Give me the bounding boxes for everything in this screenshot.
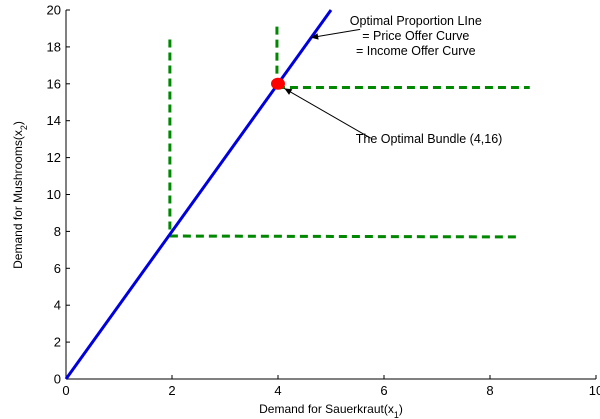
axis-titles: Demand for Sauerkraut(x1) Demand for Mus…	[11, 121, 403, 419]
series	[64, 9, 333, 380]
y-tick-label: 8	[54, 224, 61, 239]
y-tick-label: 16	[47, 76, 61, 91]
x-tick-label: 6	[380, 383, 387, 398]
x-tick-label: 10	[589, 383, 600, 398]
y-ticks: 0 2 4 6 8 10 12 14 16 18 20	[47, 3, 70, 387]
annotation-arrow-head	[284, 88, 293, 95]
y-tick-label: 18	[47, 39, 61, 54]
y-tick-label: 20	[47, 3, 61, 18]
y-tick-label: 4	[54, 298, 61, 313]
annotation-text: = Income Offer Curve	[356, 44, 476, 58]
y-tick-label: 10	[47, 187, 61, 202]
y-tick-label: 14	[47, 113, 61, 128]
y-axis-title: Demand for Mushrooms(x2)	[11, 121, 29, 269]
annotation-arrow-shaft	[284, 87, 371, 139]
annotation-arrow-shaft	[310, 28, 361, 39]
annotation-text: The Optimal Bundle (4,16)	[356, 132, 503, 146]
axes	[65, 10, 596, 380]
annotation-arrow-head	[310, 33, 319, 40]
y-tick-label: 12	[47, 150, 61, 165]
x-tick-label: 4	[274, 383, 281, 398]
x-axis-title: Demand for Sauerkraut(x1)	[259, 402, 403, 419]
points	[271, 77, 285, 90]
annotation-text: = Price Offer Curve	[362, 29, 469, 43]
y-tick-label: 0	[54, 372, 61, 387]
y-tick-label: 6	[54, 261, 61, 276]
x-tick-label: 2	[168, 383, 175, 398]
optimal-proportion-line	[64, 9, 333, 380]
annotation-text: Optimal Proportion LIne	[350, 14, 482, 28]
indifference-curves	[168, 26, 530, 239]
x-tick-label: 0	[62, 383, 69, 398]
x-tick-label: 8	[486, 383, 493, 398]
x-ticks: 0 2 4 6 8 10	[62, 375, 600, 398]
optimal-bundle-point	[271, 77, 285, 90]
annotations: Optimal Proportion LIne= Price Offer Cur…	[284, 14, 502, 146]
y-tick-label: 2	[54, 335, 61, 350]
indifference-curve-segment	[169, 234, 517, 239]
